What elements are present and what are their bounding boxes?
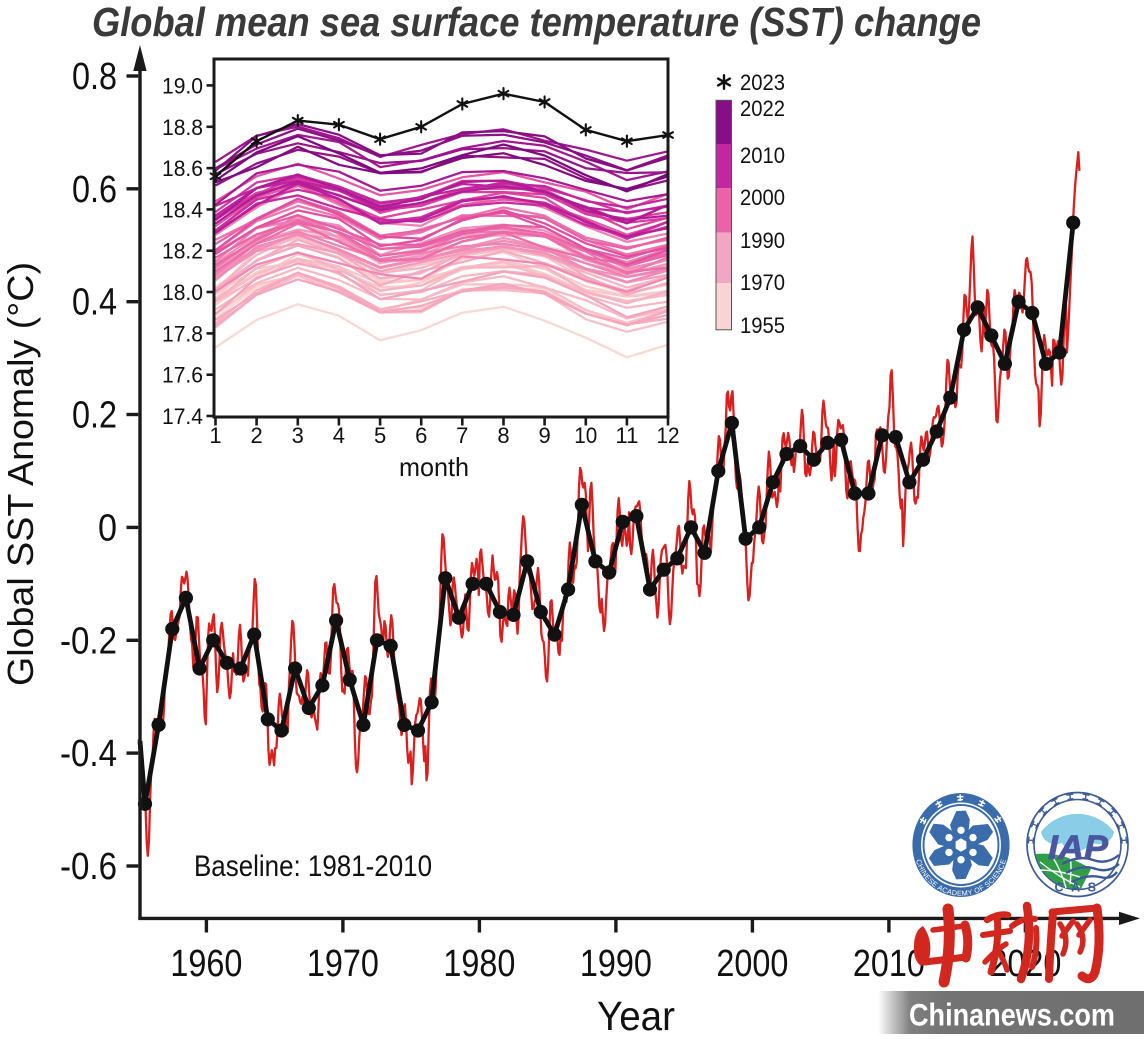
svg-text:2: 2 (250, 423, 262, 448)
svg-text:Global SST Anomaly (°C): Global SST Anomaly (°C) (0, 262, 41, 686)
svg-text:0: 0 (98, 507, 117, 549)
svg-text:2022: 2022 (740, 96, 785, 121)
svg-text:11: 11 (615, 423, 638, 448)
svg-text:19.0: 19.0 (162, 73, 203, 98)
svg-text:18.6: 18.6 (162, 156, 203, 181)
svg-text:17.8: 17.8 (162, 321, 203, 346)
svg-text:1: 1 (209, 423, 221, 448)
svg-text:12: 12 (657, 423, 680, 448)
svg-text:18.8: 18.8 (162, 115, 203, 140)
svg-text:8: 8 (497, 423, 509, 448)
svg-text:1970: 1970 (307, 943, 379, 985)
svg-text:0.2: 0.2 (72, 395, 117, 437)
svg-text:-0.6: -0.6 (60, 846, 117, 888)
svg-text:4: 4 (333, 423, 345, 448)
svg-text:Chinanews.com: Chinanews.com (909, 997, 1115, 1033)
svg-text:Global mean sea surface temper: Global mean sea surface temperature (SST… (92, 0, 981, 45)
svg-text:2000: 2000 (716, 943, 788, 985)
svg-text:0.6: 0.6 (72, 169, 117, 211)
svg-text:Baseline: 1981-2010: Baseline: 1981-2010 (194, 850, 432, 883)
svg-text:IAP: IAP (1048, 829, 1108, 867)
svg-text:1970: 1970 (740, 270, 785, 295)
svg-text:18.2: 18.2 (162, 239, 203, 264)
svg-text:9: 9 (538, 423, 550, 448)
svg-text:1990: 1990 (740, 228, 785, 253)
svg-text:1955: 1955 (740, 313, 785, 338)
svg-text:5: 5 (374, 423, 386, 448)
svg-text:2000: 2000 (740, 185, 785, 210)
svg-text:6: 6 (415, 423, 427, 448)
svg-text:Year: Year (597, 993, 675, 1037)
svg-text:18.4: 18.4 (162, 197, 203, 222)
svg-text:2023: 2023 (740, 70, 785, 95)
svg-text:17.4: 17.4 (162, 404, 203, 429)
svg-text:1960: 1960 (170, 943, 242, 985)
svg-text:3: 3 (292, 423, 304, 448)
svg-text:1990: 1990 (580, 943, 652, 985)
svg-text:-0.2: -0.2 (60, 620, 117, 662)
svg-text:0.8: 0.8 (72, 56, 117, 98)
svg-text:1980: 1980 (443, 943, 515, 985)
svg-text:0.4: 0.4 (72, 282, 117, 324)
svg-text:CAS: CAS (1055, 881, 1104, 895)
svg-text:month: month (399, 452, 469, 482)
svg-text:7: 7 (456, 423, 468, 448)
svg-text:17.6: 17.6 (162, 363, 203, 388)
svg-text:10: 10 (574, 423, 597, 448)
svg-text:-0.4: -0.4 (60, 733, 117, 775)
svg-text:18.0: 18.0 (162, 280, 203, 305)
svg-text:2010: 2010 (740, 143, 785, 168)
